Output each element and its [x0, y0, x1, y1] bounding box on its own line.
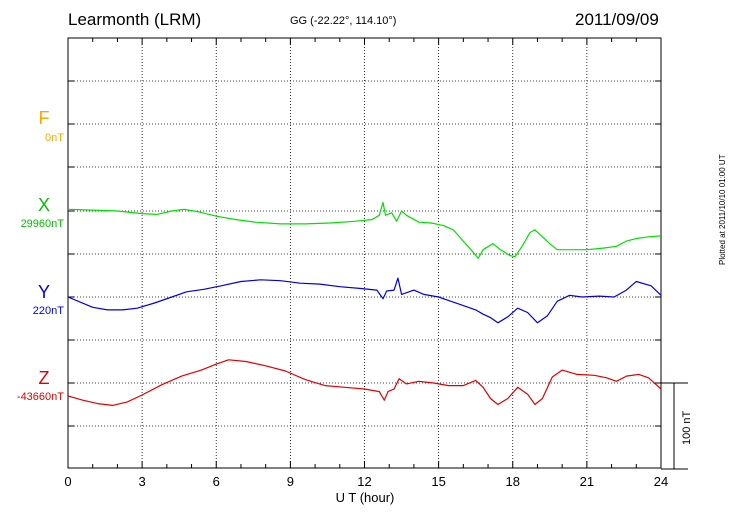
x-tick-label: 9: [287, 474, 294, 489]
component-f-baseline: 0nT: [45, 132, 64, 144]
component-y-label: Y: [37, 282, 50, 302]
component-z-baseline: -43660nT: [16, 391, 64, 403]
x-tick-label: 24: [654, 474, 668, 489]
scale-bar: 100 nT: [661, 382, 693, 470]
x-tick-label: 6: [213, 474, 220, 489]
station-coordinates: GG (-22.22°, 114.10°): [290, 15, 397, 27]
x-tick-label: 21: [580, 474, 594, 489]
x-tick-label: 18: [506, 474, 520, 489]
x-tick-label: 0: [64, 474, 71, 489]
component-z-label: Z: [38, 368, 50, 388]
x-tick-labels: 0 3 6 9 12 15 18 21 24: [64, 474, 668, 489]
component-y-baseline: 220nT: [32, 305, 64, 317]
x-axis-label: U T (hour): [336, 490, 395, 505]
plot-frame: [67, 37, 662, 469]
x-tick-label: 12: [357, 474, 371, 489]
series-lines: [67, 201, 662, 406]
axis-ticks: [67, 38, 662, 468]
station-title: Learmonth (LRM): [68, 10, 202, 29]
series-x-line: [67, 201, 662, 259]
grid-lines: [68, 38, 661, 468]
x-tick-label: 3: [139, 474, 146, 489]
x-tick-label: 15: [431, 474, 445, 489]
plotted-timestamp: Plotted at 2011/10/10 01:00 UT: [718, 154, 727, 265]
component-x-baseline: 29960nT: [20, 218, 64, 230]
component-f-label: F: [38, 108, 50, 128]
series-z-line: [67, 359, 662, 406]
component-x-label: X: [37, 195, 50, 215]
scale-bar-label: 100 nT: [681, 410, 693, 445]
series-y-line: [67, 277, 662, 324]
plot-date: 2011/09/09: [575, 10, 659, 29]
